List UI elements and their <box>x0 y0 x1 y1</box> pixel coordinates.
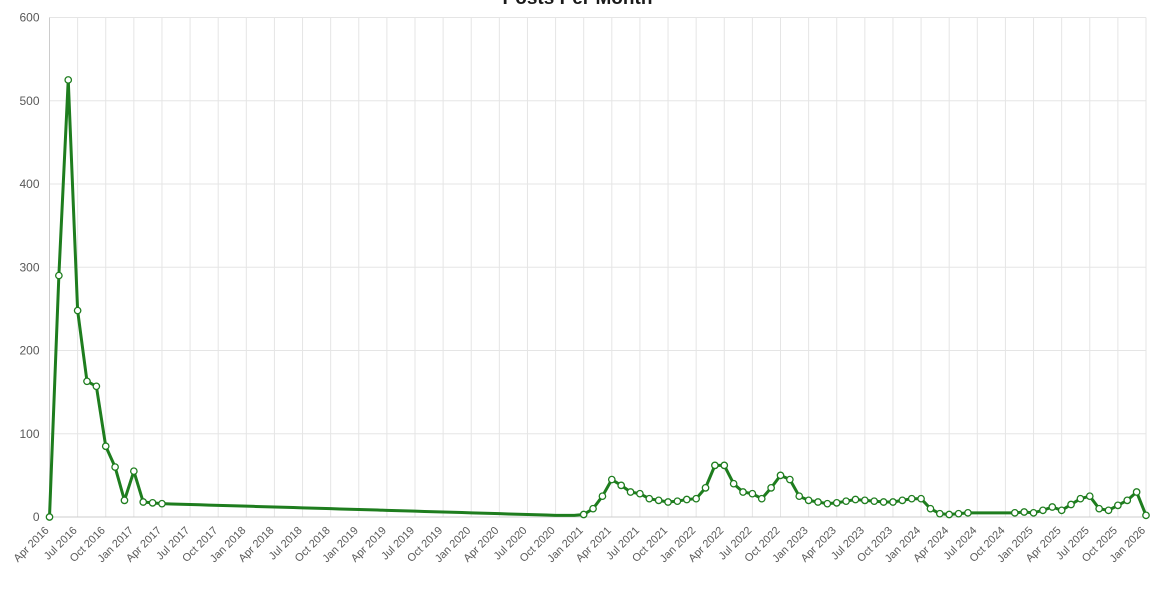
svg-text:600: 600 <box>19 11 39 25</box>
svg-text:0: 0 <box>33 510 40 524</box>
svg-text:500: 500 <box>19 94 39 108</box>
svg-text:200: 200 <box>19 344 39 358</box>
svg-text:400: 400 <box>19 177 39 191</box>
svg-text:100: 100 <box>19 427 39 441</box>
svg-text:300: 300 <box>19 260 39 274</box>
